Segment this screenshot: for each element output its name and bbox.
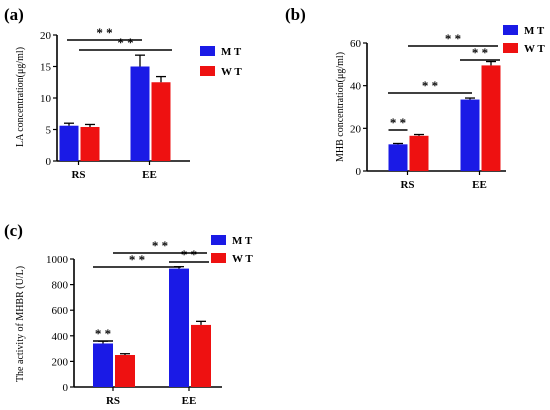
- panel-a-legend-label: M T: [221, 46, 242, 58]
- panel-c-chart: (c) The activity of MHBR (U/L) 0 200 400 60…: [4, 221, 253, 407]
- panel-b-legend-swatch: [503, 25, 518, 35]
- panel-a-significance-label: * *: [117, 35, 133, 50]
- panel-a-x-tick-label: EE: [142, 169, 157, 181]
- panel-b-legend-label: M T: [524, 25, 545, 37]
- panel-c-x-tick-label: EE: [182, 395, 197, 407]
- panel-c-y-tick-label: 0: [63, 382, 69, 394]
- panel-c-legend-label: W T: [232, 253, 253, 265]
- panel-a-bar: [151, 82, 171, 161]
- panel-c-y-tick-label: 800: [52, 280, 69, 292]
- panel-b-y-tick-label: 0: [356, 166, 362, 178]
- panel-c-bar: [191, 324, 211, 387]
- panel-b-y-tick-label: 60: [350, 38, 362, 50]
- panel-c-y-tick-label: 1000: [46, 254, 69, 266]
- panel-b-significance-label: * *: [472, 45, 488, 60]
- panel-c-x-tick-label: RS: [106, 395, 120, 407]
- panel-b-x-tick-label: RS: [400, 179, 414, 191]
- panel-c-bar: [169, 268, 189, 387]
- panel-b-chart: (b) MHB concentration(μg/ml) 0 20 40 60 RS EE…: [285, 5, 545, 191]
- panel-b-significance-label: * *: [390, 115, 406, 130]
- panel-c-significance-label: * *: [129, 252, 145, 267]
- panel-c-significance-label: * *: [181, 247, 197, 262]
- panel-c-y-tick-label: 400: [52, 331, 69, 343]
- panel-c-label: (c): [4, 221, 23, 240]
- panel-c-legend-label: M T: [232, 235, 253, 247]
- panel-a-bar: [130, 66, 150, 161]
- panel-b-y-tick-label: 20: [350, 123, 362, 135]
- panel-a-x-tick-label: RS: [71, 169, 85, 181]
- panel-a-y-tick-label: 10: [40, 93, 52, 105]
- panel-a-bar: [59, 125, 79, 161]
- panel-c-bar: [93, 343, 113, 387]
- panel-b-bar: [409, 135, 429, 171]
- panel-a-y-tick-label: 20: [40, 30, 52, 42]
- panel-b-x-tick-label: EE: [472, 179, 487, 191]
- panel-b-significance-label: * *: [422, 78, 438, 93]
- panel-a-legend-swatch: [200, 66, 215, 76]
- panel-c-legend-swatch: [211, 253, 226, 263]
- panel-a-bar: [80, 126, 100, 161]
- panel-b-ylabel: MHB concentration(μg/ml): [335, 52, 346, 162]
- panel-c-ylabel: The activity of MHBR (U/L): [15, 266, 26, 382]
- panel-a-ylabel: LA concentration(μg/ml): [15, 47, 26, 147]
- panel-b-legend-label: W T: [524, 43, 545, 55]
- panel-c-y-tick-label: 600: [52, 305, 69, 317]
- panel-c-significance-label: * *: [95, 326, 111, 341]
- panel-b-significance-label: * *: [445, 31, 461, 46]
- panel-c-y-tick-label: 200: [52, 356, 69, 368]
- panel-c-bar: [115, 355, 135, 387]
- panel-b-legend-swatch: [503, 43, 518, 53]
- panel-b-bar: [481, 65, 501, 171]
- panel-a-y-tick-label: 5: [46, 125, 52, 137]
- panel-a-legend-label: W T: [221, 66, 242, 78]
- panel-c-significance-label: * *: [152, 238, 168, 253]
- panel-b-y-tick-label: 40: [350, 81, 362, 93]
- panel-a-chart: (a) LA concentration(μg/ml) 0 5 10 15 20 RS EE…: [4, 5, 242, 181]
- panel-b-label: (b): [285, 5, 306, 24]
- panel-a-significance-label: * *: [96, 25, 112, 40]
- panel-a-y-tick-label: 0: [46, 156, 52, 168]
- panel-a-y-tick-label: 15: [40, 62, 52, 74]
- panel-a-legend-swatch: [200, 46, 215, 56]
- panel-b-bar: [388, 144, 408, 171]
- panel-b-bar: [460, 99, 480, 171]
- panel-c-legend-swatch: [211, 235, 226, 245]
- panel-a-label: (a): [4, 5, 24, 24]
